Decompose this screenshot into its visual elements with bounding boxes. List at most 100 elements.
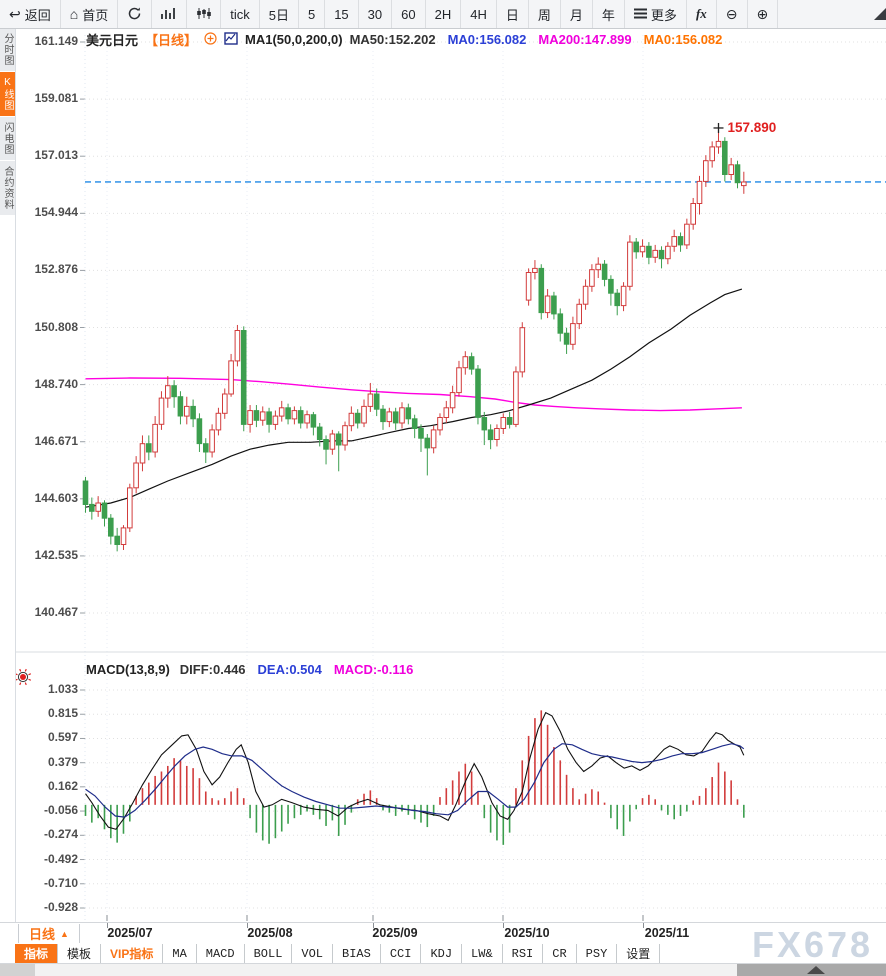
price-tick-label: 157.013 [34,148,78,163]
month-tick [643,923,644,928]
period-15m-button[interactable]: 15 [325,0,359,28]
menu-icon [633,7,647,21]
indicator-tab-LW&[interactable]: LW& [462,944,503,963]
indicator-tab-CCI[interactable]: CCI [381,944,422,963]
ma-legend-icon[interactable] [224,31,238,48]
period-15m-button-label: 15 [334,6,349,22]
add-indicator-icon[interactable] [204,31,217,48]
month-tick [503,923,504,928]
period-day-button[interactable]: 日 [497,0,529,28]
refresh-icon [127,6,142,23]
indicator-tab-模板[interactable]: 模板 [58,944,102,963]
period-month-button-label: 月 [569,7,583,23]
price-tick-label: 161.149 [34,34,78,48]
macd-tick-label: 0.162 [47,778,78,793]
month-label: 2025/08 [247,926,293,940]
scrollbar-thumb[interactable] [737,964,886,976]
bar-chart-icon [161,7,177,22]
macd-tick-label: -0.274 [43,827,78,842]
ma-value-1: MA0:156.082 [447,32,527,47]
more-button-label: 更多 [650,7,677,23]
bottom-scrollbar[interactable] [0,964,886,976]
ma-values: MA50:152.202 MA0:156.082 MA200:147.899 MA0:… [350,32,723,47]
indicator-tab-RSI[interactable]: RSI [503,944,544,963]
month-label: 2025/09 [372,926,418,940]
period-30m-button[interactable]: 30 [359,0,393,28]
back-button-label: 返回 [24,7,51,23]
period-60m-button[interactable]: 60 [392,0,426,28]
tick-button[interactable]: tick [221,0,260,28]
indicator-tab-VIP指标[interactable]: VIP指标 [101,944,164,963]
period-60m-button-label: 60 [401,6,416,22]
period-selector[interactable]: 日线 ▲ [18,924,80,943]
price-tick-label: 146.671 [34,433,78,448]
macd-tick-label: 0.815 [47,706,78,721]
sidebar-tab-3[interactable]: 合约资料 [0,161,15,216]
zoom-out-button[interactable]: ⊖ [717,0,748,28]
home-button-label: 首页 [82,7,109,23]
macd-values: DIFF:0.446 DEA:0.504 MACD:-0.116 [180,662,414,677]
expand-arrow-icon[interactable] [807,966,825,974]
candlestick-icon [196,7,212,22]
sidebar-tab-2[interactable]: 闪电图 [0,117,15,161]
period-2h-button-label: 2H [434,6,452,22]
top-toolbar: ↩ 返回 ⌂ 首页 tick 5日 5 15 30 60 2H 4H 日 周 月年 更多 fx ⊖ ⊕ [0,0,886,29]
indicator-tab-VOL[interactable]: VOL [292,944,334,963]
month-tick [107,923,108,928]
scrollbar-left-cap[interactable] [0,964,35,976]
zoom-out-icon: ⊖ [725,6,738,22]
period-month-button[interactable]: 月 [561,0,593,28]
macd-value-1: DEA:0.504 [257,662,322,677]
period-week-button-label: 周 [537,7,551,23]
period-30m-button-label: 30 [367,6,383,22]
home-button[interactable]: ⌂ 首页 [61,0,119,28]
symbol-name: 美元日元 [86,33,139,48]
indicator-tab-指标[interactable]: 指标 [15,944,59,963]
period-5d-button[interactable]: 5日 [260,0,299,28]
line-chart-button[interactable] [152,0,188,28]
macd-tick-label: 0.597 [47,730,78,745]
period-4h-button-label: 4H [470,6,487,22]
zoom-in-button[interactable]: ⊕ [748,0,779,28]
macd-tick-label: -0.492 [43,851,78,866]
macd-tick-label: -0.056 [43,803,78,818]
period-5m-button[interactable]: 5 [299,0,326,28]
period-selector-label: 日线 [29,927,56,942]
indicator-settings-icon[interactable] [14,668,32,686]
watermark: FX678 [752,924,874,965]
toolbar-overflow-icon[interactable] [874,8,886,20]
candlestick-button[interactable] [187,0,222,28]
period-week-button[interactable]: 周 [529,0,561,28]
price-tick-label: 142.535 [34,547,78,562]
period-day-button-label: 日 [505,7,519,23]
indicator-tab-设置[interactable]: 设置 [617,944,661,963]
sidebar-tab-1[interactable]: K线图 [0,72,15,117]
indicator-tab-MACD[interactable]: MACD [197,944,245,963]
refresh-button[interactable] [118,0,153,28]
price-tick-label: 150.808 [34,319,78,334]
x-axis-row: 日线 ▲ 2025/07 2025/08 2025/09 2025/10 2025/11 [0,922,886,946]
indicator-fx-button-label: fx [695,6,707,21]
chart-header: 美元日元 【日线】 MA1(50,0,200,0) MA50:152.202 MA… [86,30,722,49]
indicator-tabbar: 指标 模板 VIP指标 MA MACD BOLL VOL BIAS CCI KDJ LW& RSI CR… [0,944,886,964]
period-4h-button[interactable]: 4H [461,0,497,28]
indicator-tab-KDJ[interactable]: KDJ [421,944,463,963]
more-button[interactable]: 更多 [625,0,687,28]
period-2h-button[interactable]: 2H [426,0,462,28]
indicator-tab-BOLL[interactable]: BOLL [245,944,293,963]
period-5d-button-label: 5日 [268,7,289,23]
ma-value-0: MA50:152.202 [349,32,436,47]
indicator-tab-MA[interactable]: MA [163,944,197,963]
svg-text:157.890: 157.890 [728,120,777,135]
indicator-tab-CR[interactable]: CR [543,944,577,963]
indicator-tab-BIAS[interactable]: BIAS [333,944,381,963]
period-year-button[interactable]: 年 [593,0,625,28]
indicator-tab-PSY[interactable]: PSY [577,944,618,963]
back-button[interactable]: ↩ 返回 [0,0,61,28]
period-5m-button-label: 5 [307,6,316,22]
sidebar-tab-0[interactable]: 分时图 [0,28,15,72]
price-tick-label: 152.876 [34,262,78,277]
indicator-fx-button[interactable]: fx [687,0,717,28]
